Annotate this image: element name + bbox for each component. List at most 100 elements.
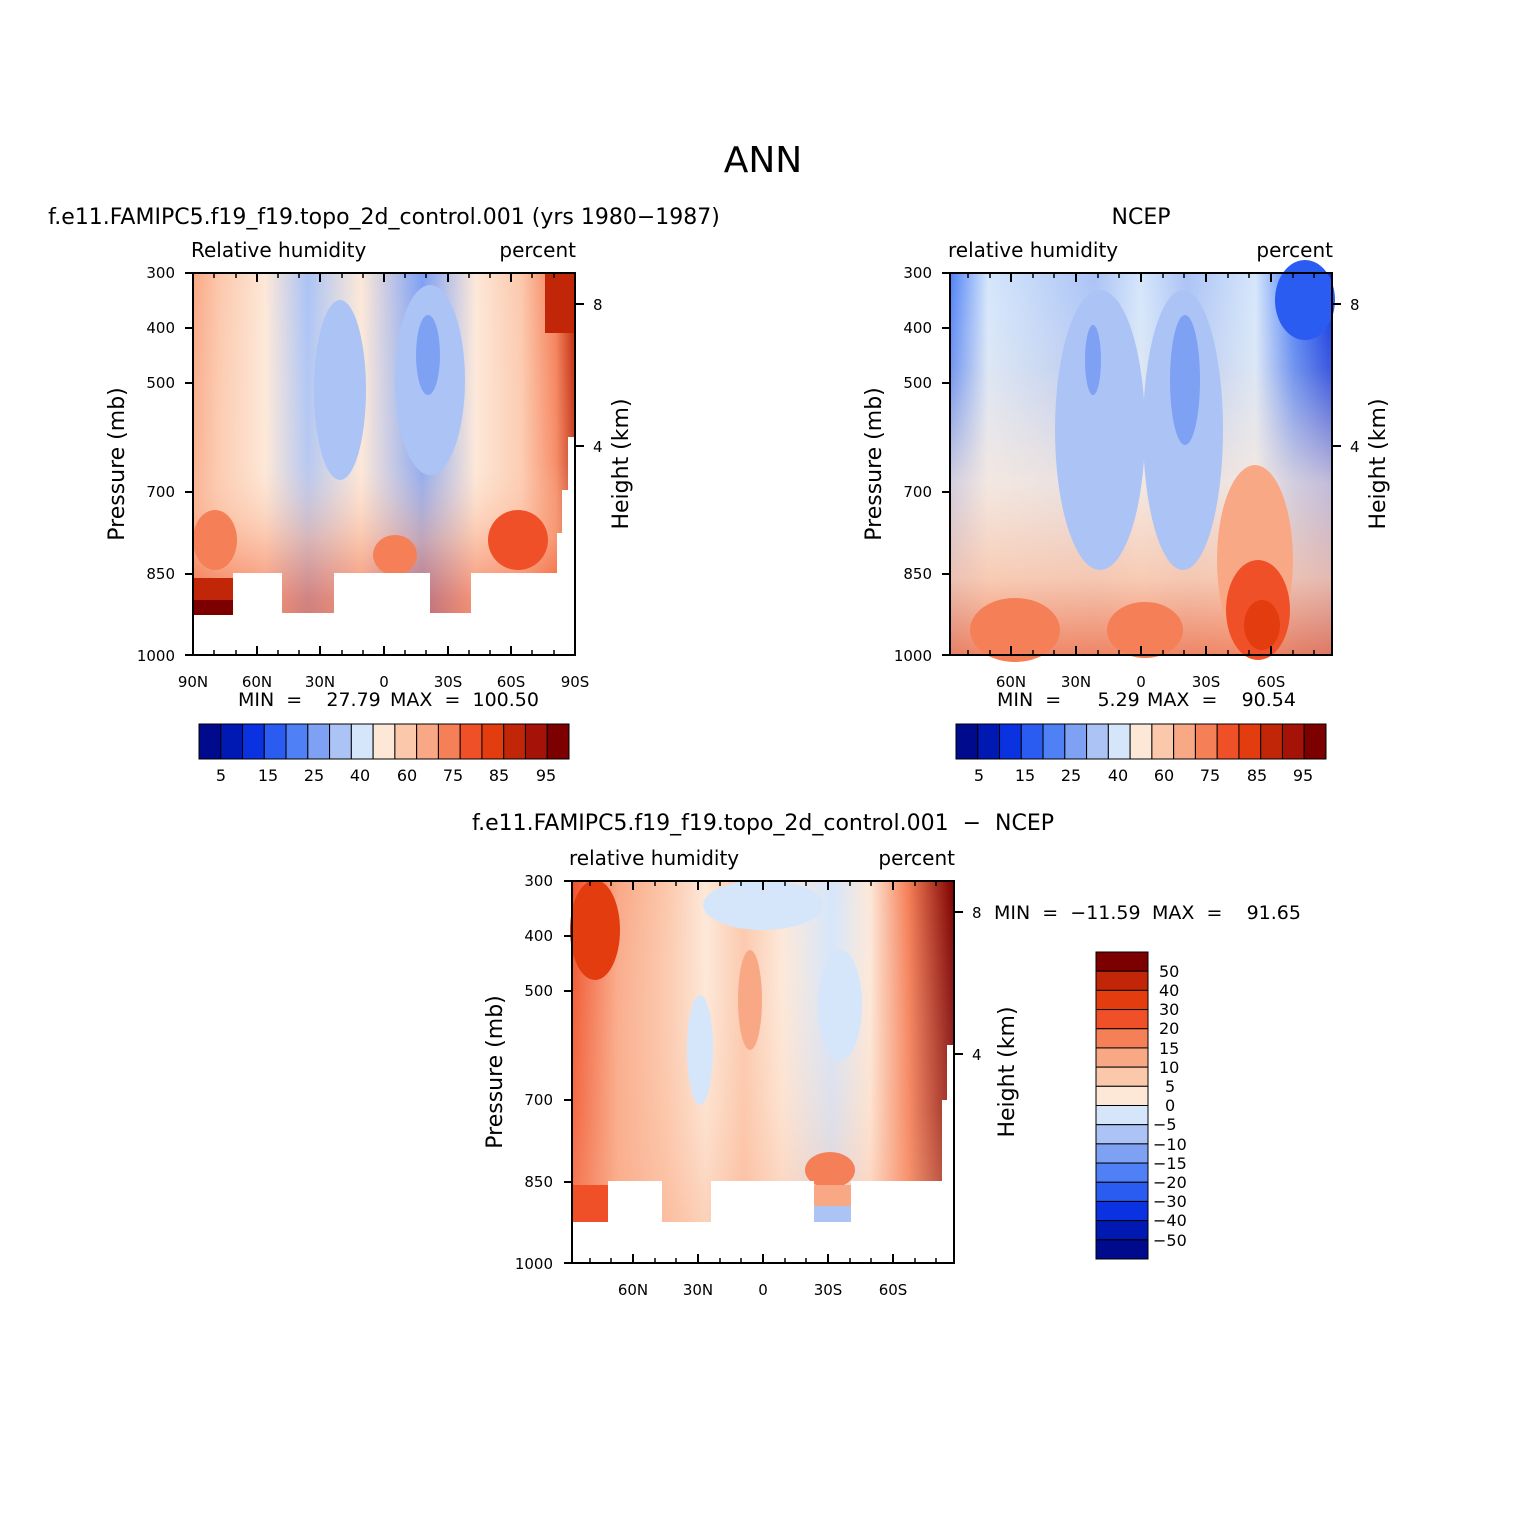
colorbar-label: 0 xyxy=(1165,1096,1175,1115)
topography-mask xyxy=(193,437,575,655)
colorbar-cell xyxy=(285,723,309,760)
min-value: MIN = −11.59 xyxy=(994,902,1141,924)
contour-band xyxy=(545,273,575,333)
x-tick-label: 90N xyxy=(178,673,208,691)
colorbar-cells xyxy=(955,723,1327,760)
contour-blob xyxy=(416,315,440,395)
panel-title: f.e11.FAMIPC5.f19_f19.topo_2d_control.00… xyxy=(48,205,720,230)
y-tick-label: 400 xyxy=(524,927,553,945)
contour-blob xyxy=(1170,315,1200,445)
y-axis-title: Pressure (mb) xyxy=(105,387,130,541)
height-tick-label: 4 xyxy=(972,1046,982,1064)
x-tick-label: 60S xyxy=(1257,673,1286,691)
colorbar-cell xyxy=(307,723,331,760)
colorbar-cell xyxy=(1095,1162,1149,1183)
y-tick-label: 500 xyxy=(146,374,175,392)
contour-blob xyxy=(738,950,762,1050)
colorbar-cell xyxy=(242,723,265,760)
colorbar-cell xyxy=(1095,1181,1149,1202)
x-ticks-major xyxy=(632,881,894,1263)
colorbar: 5 15 25 40 60 75 85 95 xyxy=(955,723,1327,785)
height-axis: 8 4 xyxy=(575,296,603,456)
x-tick-label: 30S xyxy=(1192,673,1221,691)
contour-blob xyxy=(570,880,620,980)
colorbar-cell xyxy=(1303,723,1327,760)
contour-blob xyxy=(805,1152,855,1188)
height-ticks xyxy=(575,303,584,447)
height-axis: 8 4 xyxy=(954,904,982,1064)
colorbar-cell xyxy=(1095,1105,1149,1126)
colorbar-cell xyxy=(1095,1009,1149,1030)
colorbar-label: 85 xyxy=(1247,766,1267,785)
colorbar-cell xyxy=(372,723,396,760)
panel-difference: f.e11.FAMIPC5.f19_f19.topo_2d_control.00… xyxy=(472,811,1301,1299)
contour-band xyxy=(572,1185,608,1222)
colorbar-cell xyxy=(977,723,1001,760)
y-tick-label: 850 xyxy=(146,565,175,583)
colorbar-cell xyxy=(999,723,1022,760)
colorbar-cell xyxy=(1216,723,1240,760)
colorbar-cell xyxy=(546,723,570,760)
y-tick-label: 300 xyxy=(146,264,175,282)
colorbar-cell xyxy=(1064,723,1088,760)
x-tick-label: 60N xyxy=(618,1281,648,1299)
panel-model: f.e11.FAMIPC5.f19_f19.topo_2d_control.00… xyxy=(48,205,720,785)
x-tick-label: 60N xyxy=(996,673,1026,691)
contour-band xyxy=(193,600,233,615)
colorbar-cells xyxy=(1095,951,1149,1260)
y-tick-label: 300 xyxy=(903,264,932,282)
x-ticks-major xyxy=(192,273,576,655)
colorbar-cell xyxy=(1095,970,1149,991)
height-tick-label: 4 xyxy=(593,438,603,456)
height-ticks xyxy=(1332,303,1341,447)
contour-blob xyxy=(1244,600,1280,650)
y-axis-title: Pressure (mb) xyxy=(483,995,508,1149)
colorbar-cell xyxy=(1095,989,1149,1011)
colorbar-cell xyxy=(524,723,548,760)
x-tick-label: 0 xyxy=(379,673,389,691)
height-axis-title: Height (km) xyxy=(609,398,634,529)
height-tick-label: 4 xyxy=(1350,438,1360,456)
x-ticks-minor xyxy=(589,881,937,1263)
colorbar-cell xyxy=(1095,1239,1149,1260)
colorbar-label: 85 xyxy=(489,766,509,785)
panel-title: NCEP xyxy=(1112,205,1171,230)
colorbar-label: −50 xyxy=(1153,1231,1187,1250)
y-tick-label: 500 xyxy=(903,374,932,392)
figure-title: ANN xyxy=(724,140,803,181)
colorbar-label: 10 xyxy=(1159,1058,1179,1077)
max-value: MAX = 90.54 xyxy=(1147,689,1296,711)
colorbar-cell xyxy=(1095,1200,1149,1222)
x-tick-label: 30N xyxy=(1061,673,1091,691)
contour-blob xyxy=(818,950,862,1060)
y-tick-label: 1000 xyxy=(894,647,932,665)
colorbar-cell xyxy=(350,723,374,760)
colorbar-label: 40 xyxy=(350,766,370,785)
y-tick-label: 500 xyxy=(524,982,553,1000)
topography-mask xyxy=(572,1045,954,1263)
y-tick-label: 700 xyxy=(524,1091,553,1109)
y-tick-label: 400 xyxy=(903,319,932,337)
y-ticks xyxy=(185,272,193,656)
units-label: percent xyxy=(878,846,955,870)
colorbar-cell xyxy=(1095,1028,1149,1049)
colorbar-label: 95 xyxy=(536,766,556,785)
colorbar-cell xyxy=(1086,723,1109,760)
height-ticks xyxy=(954,911,963,1055)
y-tick-label: 850 xyxy=(524,1173,553,1191)
colorbar-label: −5 xyxy=(1153,1115,1177,1134)
colorbar-label: 15 xyxy=(1159,1039,1179,1058)
colorbar-label: 95 xyxy=(1293,766,1313,785)
colorbar-label: 30 xyxy=(1159,1000,1179,1019)
height-tick-label: 8 xyxy=(972,904,982,922)
y-axis-title: Pressure (mb) xyxy=(862,387,887,541)
colorbar-cell xyxy=(503,723,526,760)
colorbar-cell xyxy=(220,723,244,760)
colorbar-cell xyxy=(1238,723,1262,760)
colorbar-cell xyxy=(1129,723,1153,760)
contour-blob xyxy=(687,995,713,1105)
colorbar-cell xyxy=(1095,1066,1149,1087)
colorbar-label: 5 xyxy=(974,766,984,785)
colorbar-label: −30 xyxy=(1153,1192,1187,1211)
colorbar-cell xyxy=(1095,1143,1149,1164)
